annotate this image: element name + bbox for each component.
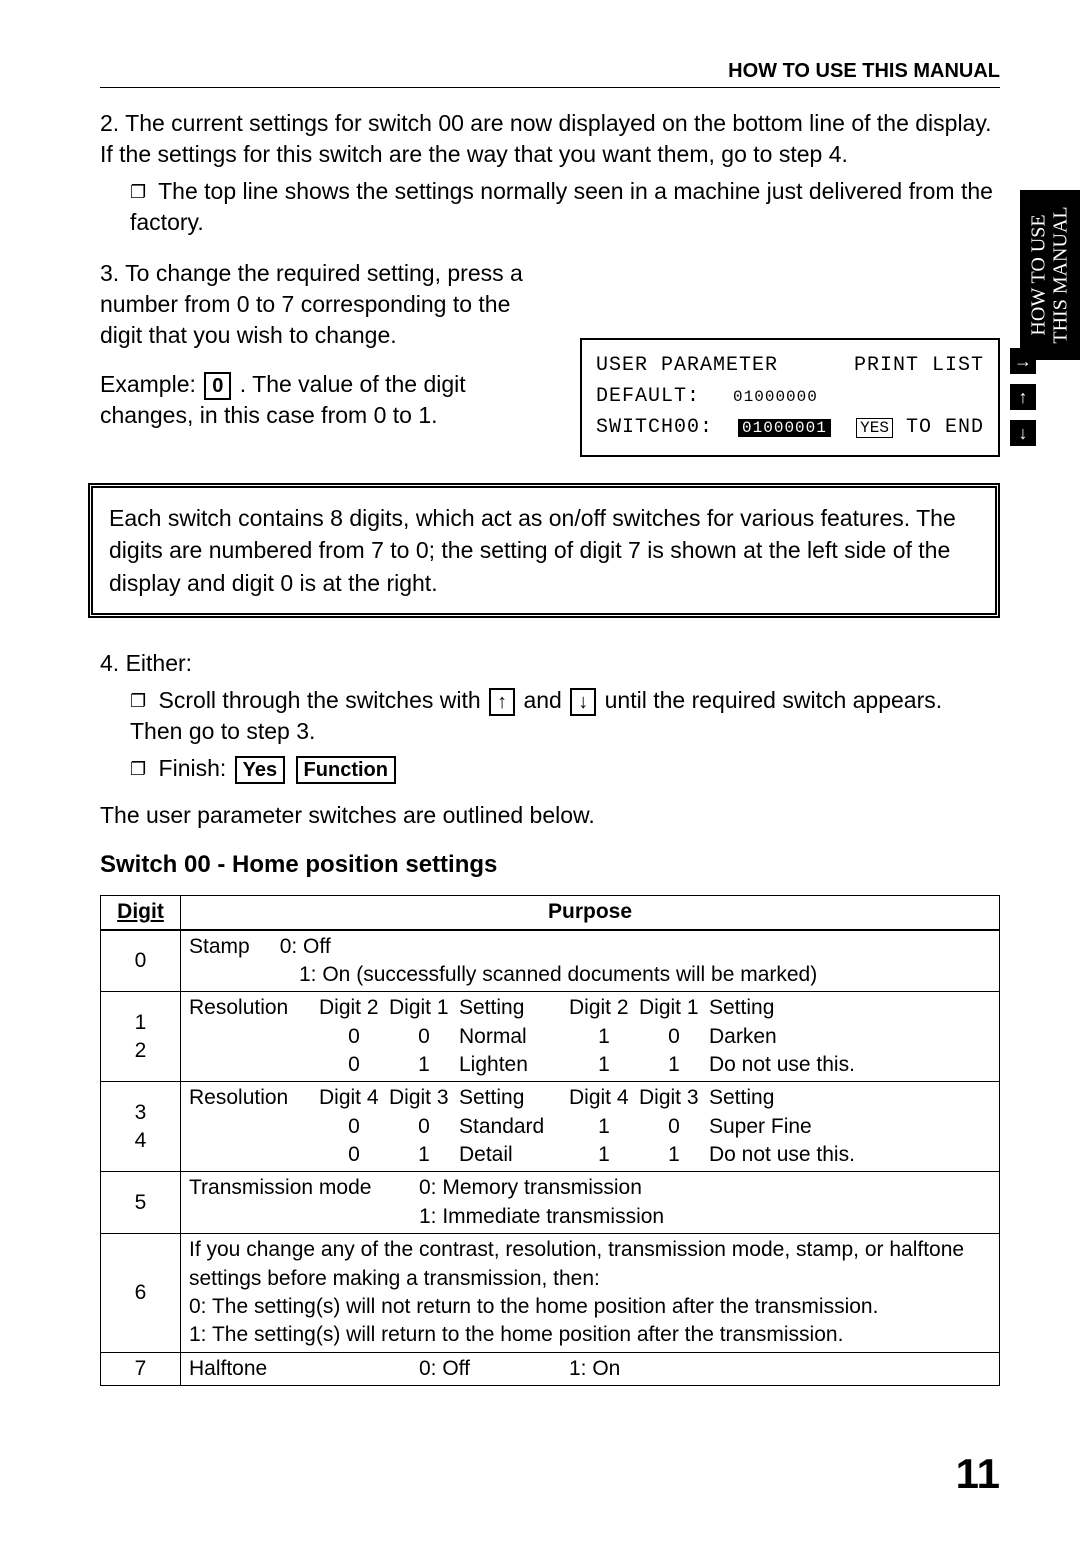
- r34-label: Resolution: [189, 1084, 319, 1112]
- table-row: 7 Halftone 0: Off 1: On: [101, 1352, 1000, 1385]
- key-0: 0: [204, 372, 231, 400]
- r12-label: Resolution: [189, 994, 319, 1022]
- r7-opt1: 1: On: [569, 1355, 991, 1383]
- r7-label: Halftone: [189, 1355, 419, 1383]
- key-up: ↑: [489, 688, 515, 716]
- r0-opt0: 0: Off: [280, 933, 331, 961]
- lcd-l2a: DEFAULT:: [596, 385, 700, 408]
- digit-0: 0: [101, 930, 181, 992]
- step-4-title: 4. Either:: [100, 648, 1000, 679]
- arrow-down-icon: ↓: [1010, 420, 1036, 446]
- r5-label: Transmission mode: [189, 1174, 419, 1202]
- outline-para: The user parameter switches are outlined…: [100, 800, 1000, 831]
- page-number: 11: [100, 1446, 1000, 1503]
- digit-12: 1 2: [101, 992, 181, 1082]
- scroll-a: Scroll through the switches with: [159, 687, 488, 713]
- key-down: ↓: [570, 688, 596, 716]
- scroll-b: and: [523, 687, 568, 713]
- lcd-l1b: PRINT LIST: [854, 352, 984, 379]
- th-purpose: Purpose: [181, 896, 1000, 930]
- key-yes: Yes: [235, 756, 285, 784]
- step-3-text: 3. To change the required setting, press…: [100, 258, 550, 351]
- switch-table: Digit Purpose 0 Stamp 0: Off 1: On (succ…: [100, 895, 1000, 1386]
- th-digit: Digit: [101, 896, 181, 930]
- table-row: 0 Stamp 0: Off 1: On (successfully scann…: [101, 930, 1000, 992]
- arrow-right-icon: →: [1010, 348, 1036, 374]
- r7-opt0: 0: Off: [419, 1355, 569, 1383]
- lcd-display: USER PARAMETER PRINT LIST DEFAULT: 01000…: [580, 338, 1000, 457]
- lcd-l3b: 01000001: [738, 419, 831, 437]
- digit-5: 5: [101, 1172, 181, 1234]
- table-row: 5 Transmission mode 0: Memory transmissi…: [101, 1172, 1000, 1234]
- callout-box: Each switch contains 8 digits, which act…: [88, 483, 1000, 618]
- step-2-text: 2. The current settings for switch 00 ar…: [100, 110, 992, 167]
- key-function: Function: [296, 756, 396, 784]
- example-pre: Example:: [100, 371, 202, 397]
- lcd-l1a: USER PARAMETER: [596, 352, 778, 379]
- r5-opt1: 1: Immediate transmission: [419, 1203, 991, 1231]
- bullet-icon: ❐: [130, 759, 146, 779]
- finish-label: Finish:: [159, 755, 233, 781]
- r0-label: Stamp: [189, 933, 250, 961]
- bullet-icon: ❐: [130, 182, 146, 202]
- r0-opt1: 1: On (successfully scanned documents wi…: [189, 961, 991, 989]
- table-row: 1 2 Resolution Digit 2 Digit 1 Setting D…: [101, 992, 1000, 1082]
- bullet-icon: ❐: [130, 691, 146, 711]
- step-2-sub: The top line shows the settings normally…: [130, 178, 993, 235]
- step-4: 4. Either: ❐ Scroll through the switches…: [100, 648, 1000, 784]
- r6-l1: If you change any of the contrast, resol…: [189, 1236, 991, 1293]
- side-tab: HOW TO USE THIS MANUAL: [1020, 190, 1080, 360]
- lcd-l3c: TO END: [906, 416, 984, 439]
- lcd-l3a: SWITCH00:: [596, 416, 713, 439]
- r6-l2: 0: The setting(s) will not return to the…: [189, 1293, 991, 1321]
- table-row: 6 If you change any of the contrast, res…: [101, 1234, 1000, 1352]
- digit-6: 6: [101, 1234, 181, 1352]
- lcd-yes: YES: [856, 418, 893, 438]
- digit-34: 3 4: [101, 1082, 181, 1172]
- r6-l3: 1: The setting(s) will return to the hom…: [189, 1321, 991, 1349]
- table-row: 3 4 Resolution Digit 4 Digit 3 Setting D…: [101, 1082, 1000, 1172]
- arrow-up-icon: ↑: [1010, 384, 1036, 410]
- table-title: Switch 00 - Home position settings: [100, 849, 1000, 881]
- step-2: 2. The current settings for switch 00 ar…: [100, 108, 1000, 238]
- page-header: HOW TO USE THIS MANUAL: [100, 60, 1000, 88]
- digit-7: 7: [101, 1352, 181, 1385]
- r5-opt0: 0: Memory transmission: [419, 1174, 991, 1202]
- lcd-l2b: 01000000: [733, 388, 818, 406]
- side-tab-line2: THIS MANUAL: [1050, 206, 1072, 343]
- side-tab-line1: HOW TO USE: [1028, 214, 1050, 335]
